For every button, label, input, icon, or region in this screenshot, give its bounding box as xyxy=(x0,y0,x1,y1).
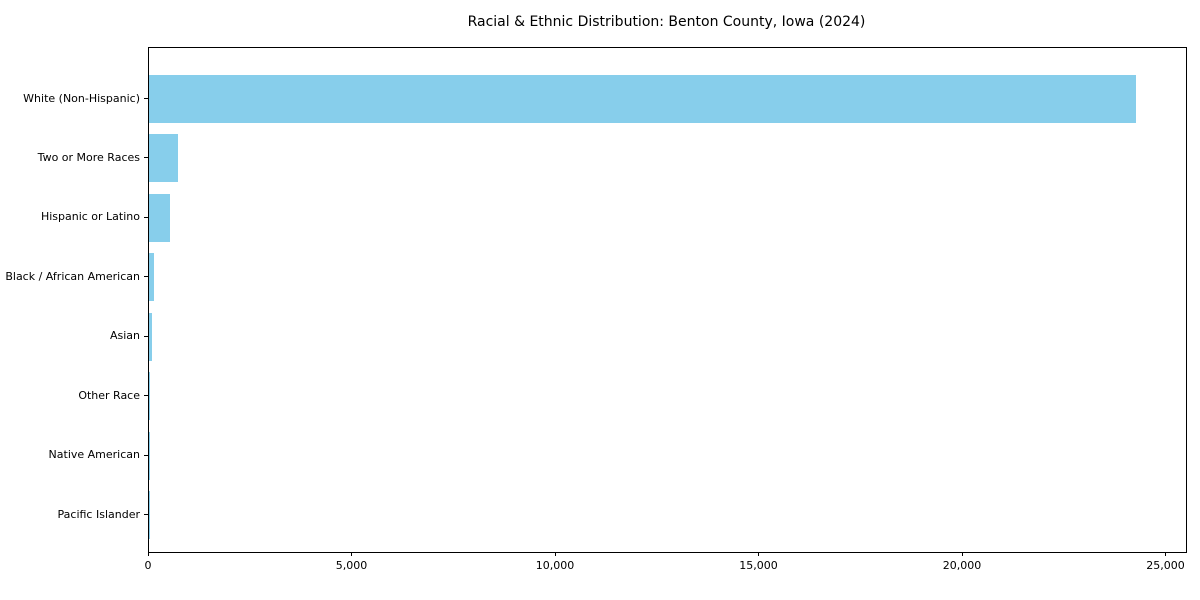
y-tick-label-white-non-hispanic: White (Non-Hispanic) xyxy=(23,91,140,105)
bar-white-non-hispanic xyxy=(149,75,1136,123)
bar-other-race xyxy=(149,372,151,421)
bar-black-african-american xyxy=(149,253,155,302)
y-tick-mark-other-race xyxy=(144,395,148,397)
y-tick-mark-two-or-more-races xyxy=(144,157,148,159)
y-tick-label-black-african-american: Black / African American xyxy=(5,269,140,283)
y-tick-label-hispanic-or-latino: Hispanic or Latino xyxy=(40,210,140,224)
y-tick-label-two-or-more-races: Two or More Races xyxy=(37,150,140,164)
x-tick-label-0: 0 xyxy=(144,559,152,572)
x-tick-mark-10000 xyxy=(554,552,556,556)
bar-native-american xyxy=(149,431,150,480)
x-tick-label-25000: 25,000 xyxy=(1146,559,1185,572)
x-tick-mark-0 xyxy=(148,552,149,556)
bar-hispanic-or-latino xyxy=(149,193,171,242)
y-tick-mark-white-non-hispanic xyxy=(144,98,148,99)
y-tick-label-asian: Asian xyxy=(109,329,140,343)
x-tick-label-5000: 5,000 xyxy=(335,559,368,572)
plot-area xyxy=(148,47,1187,553)
x-tick-mark-20000 xyxy=(961,552,963,556)
chart-title: Racial & Ethnic Distribution: Benton Cou… xyxy=(467,14,866,30)
x-tick-label-15000: 15,000 xyxy=(739,559,778,572)
y-tick-mark-black-african-american xyxy=(144,276,148,278)
bar-two-or-more-races xyxy=(149,134,178,183)
y-tick-mark-asian xyxy=(144,335,148,337)
x-tick-label-10000: 10,000 xyxy=(535,559,575,572)
x-tick-label-20000: 20,000 xyxy=(942,559,982,572)
x-tick-mark-5000 xyxy=(351,552,353,556)
bar-asian xyxy=(149,312,153,361)
y-tick-mark-pacific-islander xyxy=(144,514,148,515)
y-tick-mark-native-american xyxy=(144,454,148,456)
y-tick-label-other-race: Other Race xyxy=(78,388,140,402)
y-tick-mark-hispanic-or-latino xyxy=(144,216,148,218)
y-tick-label-native-american: Native American xyxy=(48,448,140,462)
x-tick-mark-15000 xyxy=(758,552,760,556)
x-tick-mark-25000 xyxy=(1165,552,1167,556)
y-tick-label-pacific-islander: Pacific Islander xyxy=(57,507,140,521)
